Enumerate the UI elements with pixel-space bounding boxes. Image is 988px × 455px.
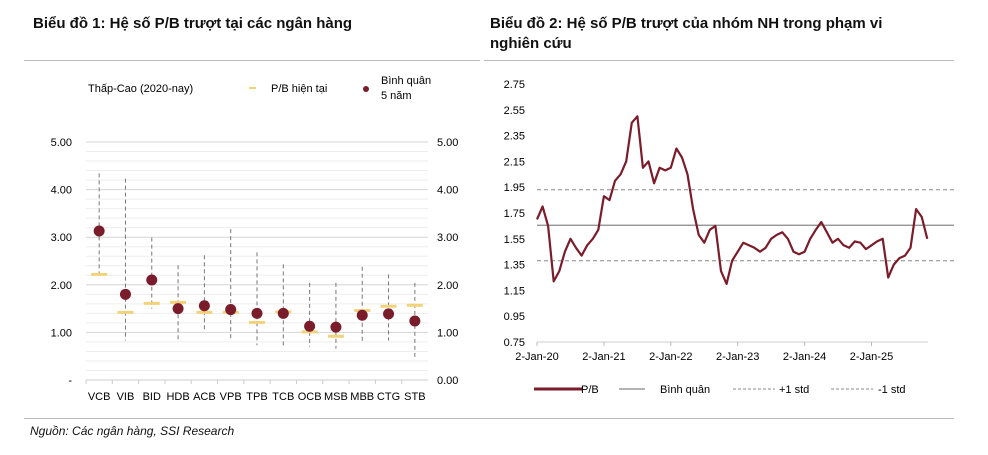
avg-dot	[330, 321, 342, 333]
y-tick-right: 3.00	[437, 232, 458, 244]
x-tick-label: BID	[143, 391, 161, 403]
y-tick-label: 1.15	[504, 285, 525, 297]
x-tick-label: 2-Jan-24	[783, 351, 826, 363]
y-tick-left: 3.00	[51, 232, 72, 244]
avg-dot	[119, 288, 131, 300]
y-tick-label: 2.15	[504, 156, 525, 168]
avg-dot	[356, 309, 368, 321]
legend-avg-line2: 5 năm	[381, 90, 412, 102]
x-tick-label: VCB	[88, 391, 111, 403]
avg-dot	[93, 225, 105, 237]
y-tick-right: 4.00	[437, 185, 458, 197]
x-tick-label: 2-Jan-25	[850, 351, 893, 363]
y-tick-label: 1.55	[504, 234, 525, 246]
chart2-title-line2: nghiên cứu	[490, 35, 572, 52]
x-tick-label: 2-Jan-22	[649, 351, 692, 363]
y-tick-left: -	[68, 375, 72, 387]
y-tick-label: 0.75	[504, 337, 525, 349]
divider	[24, 418, 954, 419]
x-tick-label: VIB	[117, 391, 135, 403]
y-tick-left: 1.00	[51, 327, 72, 339]
avg-dot	[409, 315, 421, 327]
y-tick-left: 5.00	[51, 137, 72, 149]
x-tick-label: VPB	[220, 391, 242, 403]
divider	[484, 60, 954, 61]
x-tick-label: TPB	[246, 391, 267, 403]
avg-dot	[304, 320, 316, 332]
legend-pb: P/B	[581, 384, 599, 396]
x-tick-label: STB	[404, 391, 425, 403]
y-tick-right: 0.00	[437, 375, 458, 387]
legend-current: P/B hiện tại	[271, 83, 327, 95]
x-tick-label: MBB	[350, 391, 374, 403]
avg-dot	[277, 307, 289, 319]
legend-avg-line1: Bình quân	[381, 75, 431, 87]
y-tick-label: 1.95	[504, 182, 525, 194]
pb-series-line	[535, 115, 929, 285]
y-tick-left: 2.00	[51, 280, 72, 292]
divider	[24, 60, 480, 61]
chart1-scatter: Thấp-Cao (2020-nay) P/B hiện tại Bình qu…	[51, 75, 459, 403]
avg-dot	[225, 304, 237, 316]
y-tick-right: 2.00	[437, 280, 458, 292]
chart2-title-line1: Biểu đồ 2: Hệ số P/B trượt của nhóm NH t…	[490, 15, 883, 32]
x-tick-label: 2-Jan-21	[582, 351, 625, 363]
chart2-line: 0.75 0.95 1.15 1.35 1.55 1.75 1.95 2.15 2.35 2.55…	[504, 79, 954, 396]
avg-dot	[172, 303, 184, 315]
x-tick-label: CTG	[377, 391, 400, 403]
y-tick-left: 4.00	[51, 185, 72, 197]
x-tick-label: OCB	[298, 391, 322, 403]
avg-dot	[146, 274, 158, 286]
y-tick-label: 2.75	[504, 79, 525, 91]
y-tick-label: 2.35	[504, 131, 525, 143]
legend-avg-swatch	[363, 86, 369, 92]
chart1-title: Biểu đồ 1: Hệ số P/B trượt tại các ngân …	[33, 15, 353, 32]
x-tick-label: 2-Jan-20	[515, 351, 558, 363]
y-tick-label: 1.35	[504, 260, 525, 272]
legend-minus: -1 std	[878, 384, 906, 396]
y-tick-label: 0.95	[504, 311, 525, 323]
avg-dot	[251, 307, 263, 319]
legend-mean: Bình quân	[660, 384, 710, 396]
x-tick-label: MSB	[324, 391, 348, 403]
source-note: Nguồn: Các ngân hàng, SSI Research	[30, 424, 235, 438]
y-tick-label: 2.55	[504, 105, 525, 117]
y-tick-right: 5.00	[437, 137, 458, 149]
y-tick-right: 1.00	[437, 327, 458, 339]
avg-dot	[383, 308, 395, 320]
x-tick-label: 2-Jan-23	[716, 351, 759, 363]
y-tick-label: 1.75	[504, 208, 525, 220]
avg-dot	[198, 300, 210, 312]
legend-plus: +1 std	[779, 384, 809, 396]
legend-range: Thấp-Cao (2020-nay)	[88, 83, 193, 95]
x-tick-label: ACB	[193, 391, 216, 403]
x-tick-label: TCB	[272, 391, 294, 403]
x-tick-label: HDB	[166, 391, 189, 403]
